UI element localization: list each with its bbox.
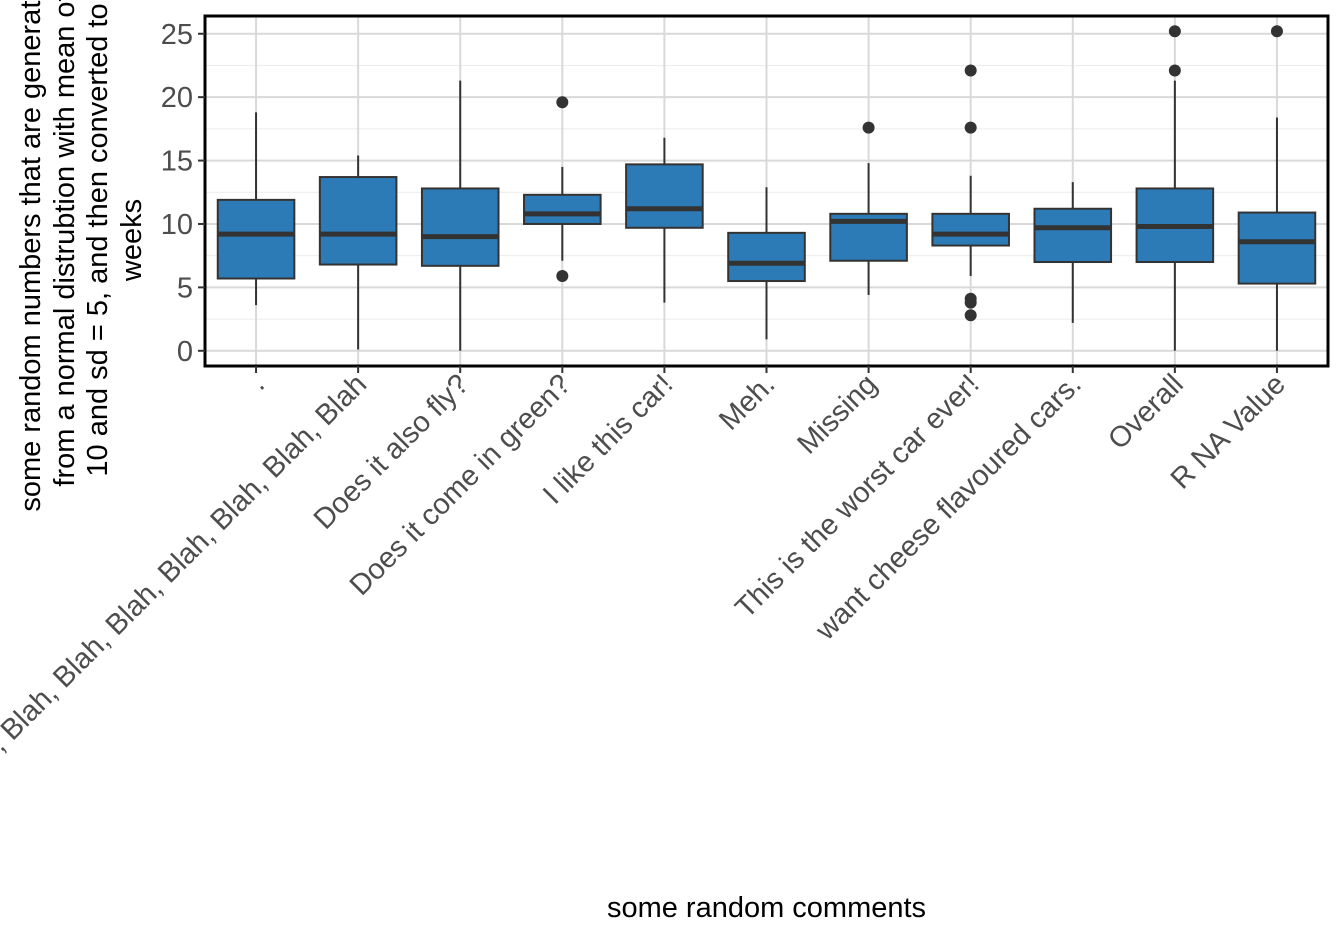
y-axis-title-line: from a normal distrubtion with mean of xyxy=(49,0,81,487)
box-iqr xyxy=(523,193,602,225)
y-tick-label: 10 xyxy=(161,209,193,241)
boxes xyxy=(216,25,1317,351)
box-iqr xyxy=(318,176,398,266)
box-2 xyxy=(420,80,500,351)
outlier-point xyxy=(1270,25,1283,38)
x-tick-label: Missing xyxy=(791,368,883,460)
box-0 xyxy=(216,112,296,306)
outlier-point xyxy=(964,309,977,322)
box-iqr xyxy=(727,231,806,283)
outlier-point xyxy=(964,64,977,77)
box-iqr xyxy=(1237,211,1317,285)
box-4 xyxy=(625,137,704,303)
y-axis-title-line: weeks xyxy=(116,199,148,282)
box-iqr xyxy=(931,212,1010,247)
y-tick-label: 25 xyxy=(161,19,193,51)
box-iqr xyxy=(1033,207,1113,264)
box-1 xyxy=(318,155,398,350)
x-axis-title: some random comments xyxy=(607,892,926,924)
box-6 xyxy=(829,121,908,295)
y-tick-label: 20 xyxy=(161,82,193,114)
outlier-point xyxy=(1168,64,1181,77)
outlier-point xyxy=(556,269,569,282)
y-axis-title: some random numbers that are generatedfr… xyxy=(15,0,148,512)
box-iqr xyxy=(625,163,704,229)
y-tick-label: 15 xyxy=(161,146,193,178)
outlier-point xyxy=(862,121,875,134)
box-8 xyxy=(1033,182,1113,323)
box-7 xyxy=(931,64,1010,322)
box-5 xyxy=(727,187,806,340)
outlier-point xyxy=(1168,25,1181,38)
x-tick-label: Overall xyxy=(1102,368,1190,456)
box-iqr xyxy=(216,198,296,280)
y-tick-label: 0 xyxy=(177,336,193,368)
outlier-point xyxy=(964,296,977,309)
box-iqr xyxy=(420,187,500,267)
box-9 xyxy=(1135,25,1215,351)
y-axis-title-line: 10 and sd = 5, and then converted to xyxy=(82,3,114,476)
y-tick-label: 5 xyxy=(177,272,193,304)
outlier-point xyxy=(964,121,977,134)
outlier-point xyxy=(556,96,569,109)
x-tick-label: Meh. xyxy=(713,368,781,436)
box-10 xyxy=(1237,25,1317,351)
box-3 xyxy=(523,96,602,282)
y-axis-title-line: some random numbers that are generated xyxy=(15,0,47,512)
